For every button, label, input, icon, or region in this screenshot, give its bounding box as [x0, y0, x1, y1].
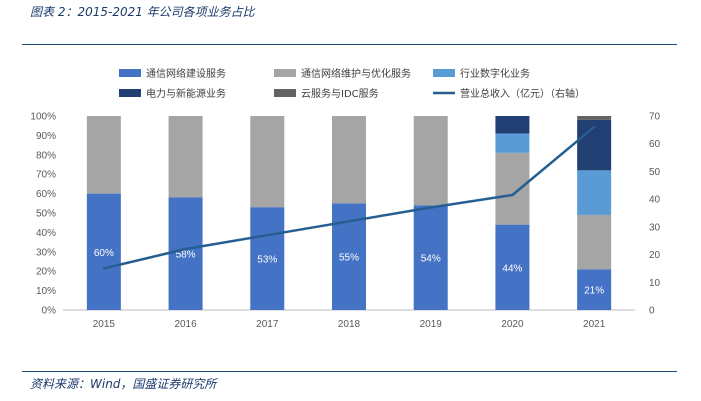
bar-segment: [86, 116, 121, 194]
y-left-tick-label: 20%: [36, 267, 56, 278]
bar-segment: [168, 116, 203, 198]
revenue-line-layer: [102, 125, 596, 270]
legend-label: 云服务与IDC服务: [301, 87, 379, 100]
y-right-tick-label: 70: [649, 112, 661, 123]
y-left-tick-label: 100%: [30, 112, 56, 123]
bottom-divider: [22, 371, 677, 372]
x-tick-label: 2017: [256, 319, 279, 330]
bar-segment: [495, 224, 530, 310]
bar-segment: [577, 269, 612, 310]
bar-segment: [577, 116, 612, 120]
y-left-tick-label: 80%: [36, 150, 56, 161]
y-right-tick-label: 10: [649, 278, 661, 289]
bar-data-label: 60%: [94, 248, 114, 259]
y-left-tick-label: 0%: [42, 306, 57, 317]
y-right-tick-label: 0: [649, 306, 655, 317]
bar-data-label: 21%: [584, 286, 604, 297]
bar-segment: [495, 116, 530, 134]
x-tick-label: 2016: [174, 319, 197, 330]
bar-segment: [413, 116, 448, 206]
bar-segment: [86, 193, 121, 310]
legend-swatch: [274, 69, 296, 77]
figure-title: 图表 2：2015-2021 年公司各项业务占比: [30, 5, 255, 19]
y-left-tick-label: 70%: [36, 170, 56, 181]
y-right-tick-label: 40: [649, 195, 661, 206]
y-left-tick-label: 10%: [36, 286, 56, 297]
legend-swatch: [119, 89, 141, 97]
x-tick-label: 2020: [501, 319, 524, 330]
bar-data-label: 58%: [176, 250, 196, 261]
y-left-tick-label: 40%: [36, 228, 56, 239]
top-divider: [22, 44, 677, 45]
y-right-tick-label: 20: [649, 250, 661, 261]
bar-data-label: 54%: [421, 254, 441, 265]
y-left-tick-label: 30%: [36, 247, 56, 258]
axes: 0% 10% 20% 30% 40% 50% 60% 70% 80% 90% 100% 0 10 20 30…: [30, 112, 660, 331]
legend-swatch: [433, 69, 455, 77]
legend-label: 行业数字化业务: [460, 67, 530, 80]
y-right-tick-label: 50: [649, 167, 661, 178]
bar-data-label: 55%: [339, 253, 359, 264]
bar-segment: [577, 214, 612, 270]
bar-segment: [250, 116, 285, 208]
legend-label: 营业总收入（亿元）（右轴）: [460, 87, 585, 100]
bar-segment: [332, 116, 366, 204]
bar-segment: [495, 152, 530, 225]
bar-segment: [495, 133, 530, 153]
x-tick-label: 2018: [338, 319, 361, 330]
y-left-tick-label: 90%: [36, 131, 56, 142]
x-tick-label: 2015: [93, 319, 116, 330]
bar-data-label: 44%: [502, 263, 522, 274]
x-tick-label: 2021: [583, 319, 606, 330]
legend-label: 通信网络维护与优化服务: [301, 67, 411, 80]
source-note: 资料来源：Wind，国盛证券研究所: [30, 377, 217, 391]
legend-label: 电力与新能源业务: [146, 87, 226, 100]
legend-swatch: [274, 89, 296, 97]
legend-swatch: [119, 69, 141, 77]
bar-segment: [577, 170, 612, 215]
legend-label: 通信网络建设服务: [146, 67, 226, 80]
bar-segment: [413, 205, 448, 310]
bar-segment: [168, 197, 203, 310]
bar-data-label: 53%: [257, 255, 277, 266]
y-right-tick-label: 60: [649, 139, 661, 150]
y-left-tick-label: 50%: [36, 209, 56, 220]
revenue-line: [102, 125, 596, 270]
bar-segment: [250, 207, 285, 310]
y-right-tick-label: 30: [649, 222, 661, 233]
y-left-tick-label: 60%: [36, 189, 56, 200]
bars: 60% 58% 53% 55% 54% 44% 21%: [86, 116, 612, 310]
x-tick-label: 2019: [420, 319, 443, 330]
